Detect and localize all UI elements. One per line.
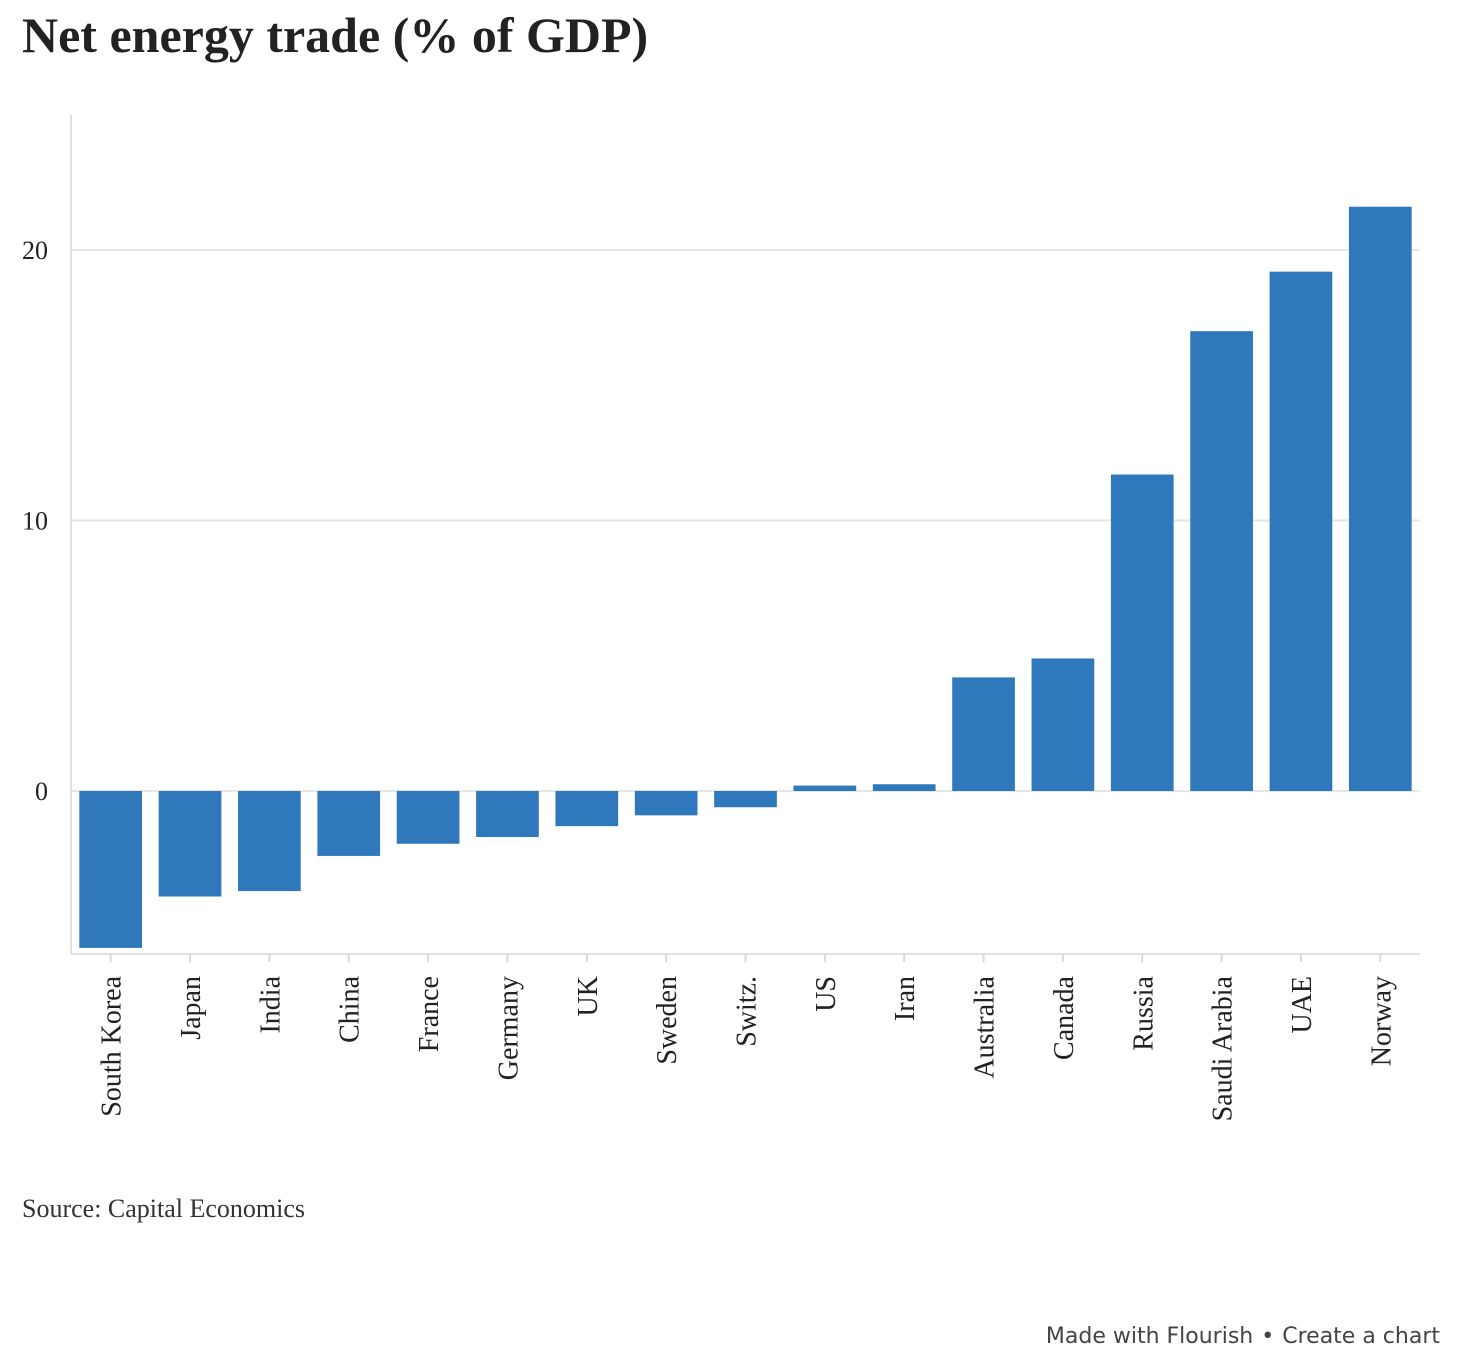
bar-china[interactable] [317, 791, 381, 856]
bars [79, 206, 1412, 948]
bar-germany[interactable] [476, 791, 539, 837]
bar-russia[interactable] [1110, 474, 1174, 791]
bar-norway[interactable] [1348, 206, 1412, 792]
y-tick-label: 20 [22, 236, 48, 265]
bar-sweden[interactable] [634, 791, 698, 816]
footer-separator: • [1261, 1324, 1275, 1349]
bar-japan[interactable] [158, 791, 222, 897]
bar-iran[interactable] [872, 784, 936, 791]
made-with-flourish-link[interactable]: Made with Flourish [1045, 1324, 1254, 1349]
bar-us[interactable] [793, 785, 857, 791]
y-tick-label: 10 [22, 507, 48, 536]
bar-france[interactable] [396, 791, 460, 844]
x-category-label: Saudi Arabia [1208, 975, 1239, 1121]
x-category-label: UAE [1287, 976, 1318, 1034]
create-chart-link[interactable]: Create a chart [1282, 1324, 1440, 1349]
axes [70, 115, 1420, 962]
y-tick-label: 0 [35, 777, 48, 806]
chart-title: Net energy trade (% of GDP) [22, 7, 649, 63]
x-category-label: Sweden [652, 976, 683, 1065]
bar-south-korea[interactable] [79, 791, 143, 948]
bar-chart: 0 10 20 South Korea Japan India China France Ge… [22, 115, 1420, 1121]
x-category-label: Norway [1366, 976, 1397, 1066]
bar-uae[interactable] [1269, 271, 1333, 791]
x-category-label: Australia [970, 975, 1001, 1078]
x-category-labels: South Korea Japan India China France Germany U… [97, 975, 1398, 1121]
x-category-label: France [414, 976, 445, 1052]
x-category-label: UK [573, 976, 604, 1016]
x-category-label: Germany [493, 976, 524, 1080]
x-category-label: Japan [176, 976, 207, 1040]
x-category-label: Canada [1049, 975, 1080, 1060]
flourish-footer: Made with Flourish • Create a chart [1046, 1324, 1440, 1349]
x-category-label: China [335, 975, 366, 1042]
x-category-label: Russia [1128, 975, 1159, 1050]
x-category-label: US [811, 976, 842, 1012]
source-note: Source: Capital Economics [22, 1194, 306, 1223]
x-category-label: India [255, 975, 286, 1033]
x-category-label: Iran [890, 976, 921, 1021]
x-category-label: South Korea [97, 975, 128, 1116]
bar-australia[interactable] [952, 677, 1015, 791]
y-tick-labels: 0 10 20 [22, 236, 48, 806]
x-category-label: Switz. [732, 976, 763, 1047]
bar-canada[interactable] [1031, 658, 1095, 791]
bar-saudi-arabia[interactable] [1190, 331, 1253, 791]
bar-india[interactable] [238, 791, 301, 892]
bar-uk[interactable] [555, 791, 619, 827]
bar-switz-[interactable] [714, 791, 777, 808]
